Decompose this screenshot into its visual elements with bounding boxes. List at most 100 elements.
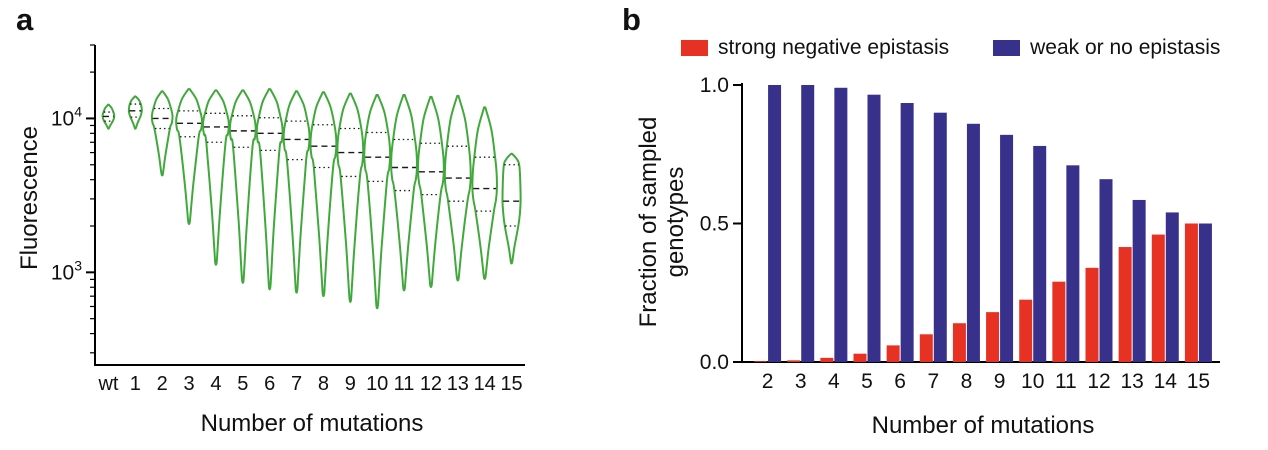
bar-group-14 xyxy=(1151,212,1179,362)
bar-weak-or-no-13 xyxy=(1132,199,1146,362)
panel-b-letter: b xyxy=(622,2,641,37)
bar-group-5 xyxy=(853,94,881,362)
violin-6 xyxy=(255,88,284,291)
bar-weak-or-no-11 xyxy=(1066,165,1080,362)
legend-item-strong-negative-epistasis: strong negative epistasis xyxy=(681,36,949,60)
violin-14 xyxy=(471,106,498,280)
bar-strong-negative-6 xyxy=(886,345,900,362)
legend: strong negative epistasis weak or no epi… xyxy=(681,36,1220,60)
bar-group-9 xyxy=(986,134,1014,362)
bar-strong-negative-12 xyxy=(1085,267,1099,362)
violin-10 xyxy=(363,94,392,310)
svg-text:15: 15 xyxy=(500,373,522,395)
svg-text:13: 13 xyxy=(1120,370,1143,393)
svg-text:11: 11 xyxy=(394,373,415,395)
svg-text:8: 8 xyxy=(318,373,329,395)
bar-group-2 xyxy=(754,85,782,362)
svg-text:12: 12 xyxy=(420,373,442,395)
bar-strong-negative-2 xyxy=(754,361,768,362)
bar-group-3 xyxy=(787,85,815,362)
bar-strong-negative-13 xyxy=(1118,247,1132,362)
bar-strong-negative-5 xyxy=(853,353,867,362)
panel-b-y-axis-label-line2: genotypes xyxy=(662,166,689,278)
bar-group-15 xyxy=(1184,223,1212,362)
bar-group-10 xyxy=(1019,145,1047,362)
svg-text:6: 6 xyxy=(264,373,275,395)
svg-text:1.0: 1.0 xyxy=(700,74,729,97)
panel-a-letter: a xyxy=(16,2,34,37)
violin-1 xyxy=(127,95,143,130)
svg-text:12: 12 xyxy=(1087,370,1110,393)
svg-text:7: 7 xyxy=(927,370,939,393)
panel-b-x-axis-label: Number of mutations xyxy=(871,412,1095,439)
bar-strong-negative-10 xyxy=(1019,299,1033,362)
svg-text:3: 3 xyxy=(184,373,195,395)
violin-13 xyxy=(443,94,472,282)
svg-text:0.0: 0.0 xyxy=(700,351,729,374)
panel-a-y-axis-label: Fluorescence xyxy=(16,125,43,271)
bar-weak-or-no-12 xyxy=(1099,179,1113,362)
svg-text:10: 10 xyxy=(366,373,388,395)
bar-strong-negative-15 xyxy=(1184,223,1198,362)
svg-text:7: 7 xyxy=(291,373,302,395)
legend-item-weak-or-no-epistasis: weak or no epistasis xyxy=(993,36,1220,60)
bar-weak-or-no-8 xyxy=(966,123,980,362)
svg-text:11: 11 xyxy=(1055,370,1077,393)
bar-strong-negative-4 xyxy=(820,357,834,362)
bar-strong-negative-8 xyxy=(952,323,966,362)
bar-weak-or-no-14 xyxy=(1165,212,1179,362)
bar-weak-or-no-10 xyxy=(1033,145,1047,362)
svg-text:6: 6 xyxy=(894,370,906,393)
svg-text:103: 103 xyxy=(51,257,82,284)
svg-text:104: 104 xyxy=(51,103,82,130)
bar-strong-negative-11 xyxy=(1052,281,1066,362)
svg-text:0.5: 0.5 xyxy=(700,213,729,236)
violin-2 xyxy=(150,90,174,177)
violin-7 xyxy=(282,90,311,294)
legend-label-weak-or-no-epistasis: weak or no epistasis xyxy=(1030,36,1221,59)
svg-text:14: 14 xyxy=(474,373,496,395)
svg-text:2: 2 xyxy=(762,370,774,393)
legend-label-strong-negative-epistasis: strong negative epistasis xyxy=(718,36,950,59)
bar-group-6 xyxy=(886,103,914,362)
bar-weak-or-no-6 xyxy=(900,103,914,362)
bar-group-11 xyxy=(1052,165,1080,362)
violin-4 xyxy=(201,89,230,266)
svg-text:13: 13 xyxy=(447,373,469,395)
panel-b-y-axis-label-line1: Fraction of sampled xyxy=(635,116,662,328)
bar-strong-negative-14 xyxy=(1151,234,1165,362)
svg-text:1: 1 xyxy=(130,373,141,395)
violin-9 xyxy=(336,92,365,303)
bar-weak-or-no-15 xyxy=(1198,223,1212,362)
bar-weak-or-no-7 xyxy=(933,112,947,362)
bar-group-12 xyxy=(1085,179,1113,362)
bar-weak-or-no-4 xyxy=(834,87,848,363)
violin-12 xyxy=(416,95,445,288)
svg-text:5: 5 xyxy=(861,370,873,393)
bar-group-4 xyxy=(820,87,848,363)
svg-text:8: 8 xyxy=(961,370,973,393)
bar-weak-or-no-9 xyxy=(1000,134,1014,362)
violin-5 xyxy=(228,89,257,284)
svg-text:15: 15 xyxy=(1187,370,1210,393)
violin-11 xyxy=(390,94,419,292)
svg-text:10: 10 xyxy=(1021,370,1044,393)
violin-3 xyxy=(175,88,204,226)
legend-swatch-strong-negative-epistasis xyxy=(681,40,708,56)
bar-group-8 xyxy=(952,123,980,362)
bar-strong-negative-7 xyxy=(919,334,933,362)
bar-group-7 xyxy=(919,112,947,362)
bar-weak-or-no-5 xyxy=(867,94,881,362)
violin-15 xyxy=(501,152,522,265)
bar-strong-negative-3 xyxy=(787,360,801,362)
bar-weak-or-no-3 xyxy=(801,85,815,362)
violin-8 xyxy=(309,91,338,298)
violin-wt xyxy=(101,103,116,130)
svg-text:9: 9 xyxy=(994,370,1006,393)
svg-text:3: 3 xyxy=(795,370,807,393)
bar-chart-svg: 0.0 0.5 1.0 2 3 4 5 6 7 8 9 10 11 12 13 14 15 xyxy=(700,74,1220,393)
svg-text:wt: wt xyxy=(97,373,118,395)
svg-text:9: 9 xyxy=(345,373,356,395)
